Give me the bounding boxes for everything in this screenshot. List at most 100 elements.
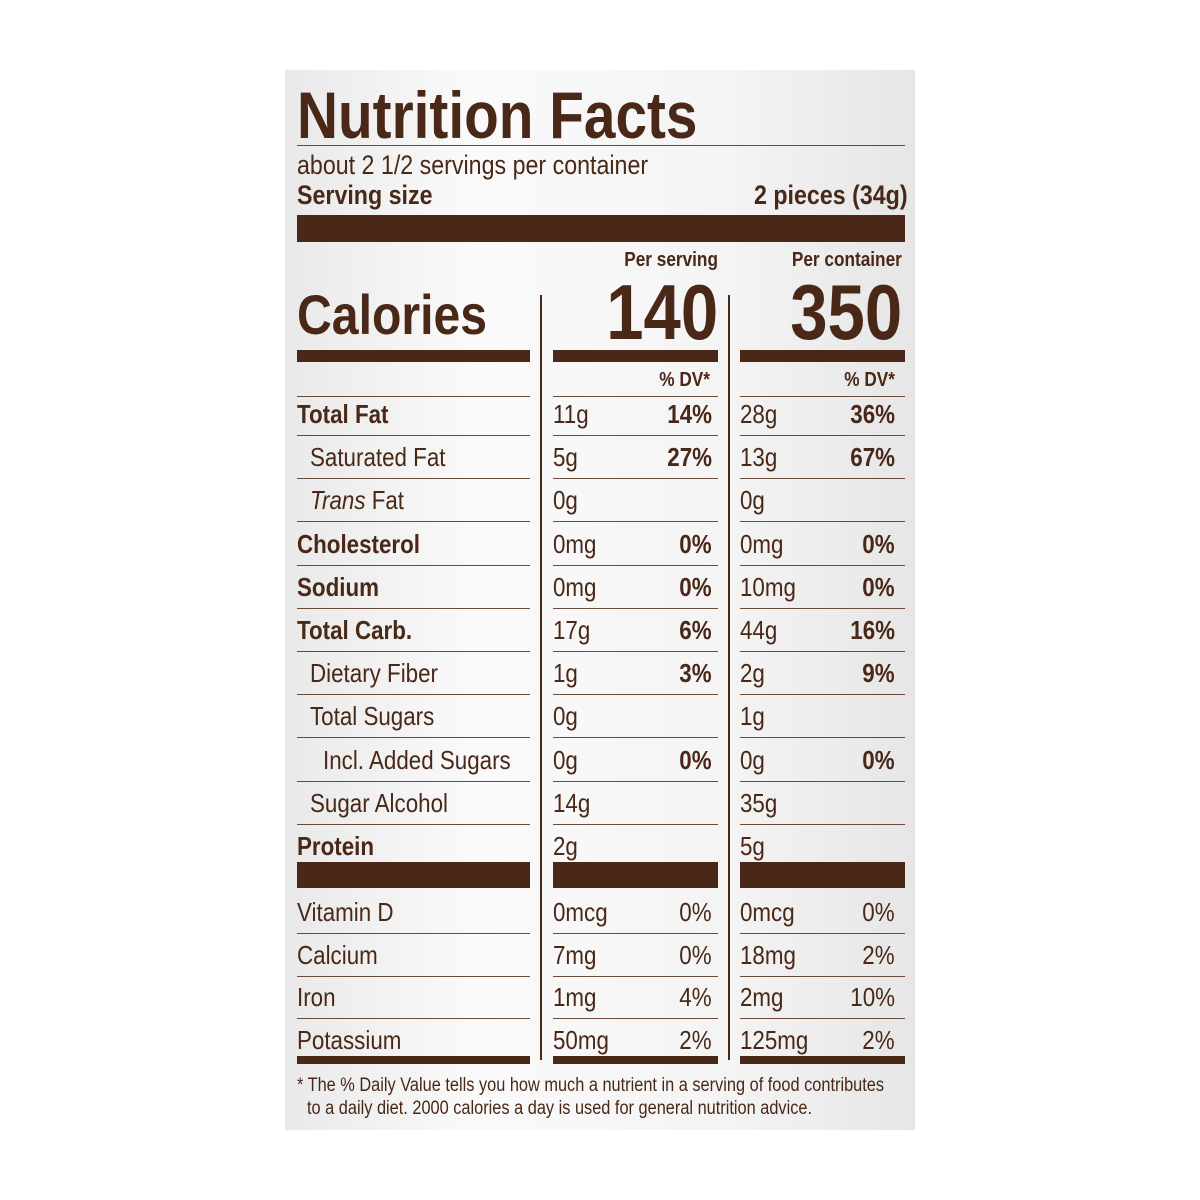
label-text: Potassium (297, 1025, 402, 1056)
rule (297, 694, 530, 696)
amount: 2g (553, 831, 578, 861)
amount: 0g (740, 485, 765, 516)
rule (553, 651, 718, 652)
amount: 35g (740, 787, 778, 818)
rule (740, 435, 905, 436)
amount: 1g (553, 658, 578, 689)
row-label: Vitamin D (297, 896, 394, 928)
row-label: Protein (297, 830, 374, 862)
rule (553, 478, 718, 480)
row-label: Sugar Alcohol (310, 787, 448, 819)
amount: 11g (553, 399, 589, 429)
label-text: Protein (297, 831, 375, 861)
label-text: Sugar Alcohol (310, 787, 448, 818)
label-text: Vitamin D (297, 897, 394, 927)
rule (297, 823, 530, 825)
amount: 0mcg (740, 897, 795, 927)
amount: 0mg (740, 528, 784, 559)
amount: 5g (740, 831, 765, 861)
row-label: Incl. Added Sugars (323, 744, 511, 776)
thick-bar (297, 350, 530, 362)
amount: 17g (553, 615, 591, 645)
thick-bar (297, 1056, 530, 1064)
row-label: Total Fat (297, 398, 389, 430)
rule (553, 564, 718, 566)
daily-value: 4% (679, 982, 712, 1013)
amount: 18mg (740, 939, 796, 970)
rule (740, 780, 905, 782)
amount: 50mg (553, 1025, 609, 1056)
row-label: Total Sugars (310, 700, 434, 732)
rule (740, 1018, 905, 1020)
daily-value: 0% (862, 744, 895, 775)
rule (553, 396, 718, 397)
amount: 2g (740, 658, 765, 689)
amount: 125mg (740, 1025, 809, 1056)
rule (740, 694, 905, 696)
amount: 0mcg (553, 897, 608, 927)
amount: 0mg (553, 571, 597, 602)
rule (740, 396, 905, 397)
rule (297, 145, 905, 146)
title: Nutrition Facts (297, 78, 698, 152)
daily-value: 0% (679, 528, 712, 559)
rule (740, 933, 905, 934)
rule (297, 933, 530, 934)
amount: 0g (740, 744, 765, 775)
rule (740, 607, 905, 609)
daily-value: 0% (862, 571, 895, 602)
amount: 2mg (740, 982, 784, 1013)
daily-value: 6% (679, 615, 712, 645)
rule (740, 823, 905, 825)
rule (297, 564, 530, 566)
amount: 1mg (553, 982, 597, 1013)
footnote: * The % Daily Value tells you how much a… (297, 1075, 885, 1096)
amount: 0g (553, 701, 578, 732)
serving-size: 2 pieces (34g) (754, 180, 908, 210)
daily-value: 0% (862, 528, 895, 559)
rule (553, 933, 718, 934)
row-label: Potassium (297, 1024, 401, 1056)
thick-bar (553, 862, 718, 888)
row-label: Dietary Fiber (310, 657, 438, 689)
rule (740, 478, 905, 480)
column-header: Per container (792, 249, 902, 271)
label-text: Calcium (297, 939, 378, 970)
rule (297, 1018, 530, 1020)
rule (740, 737, 905, 739)
rule (553, 435, 718, 436)
rule (553, 823, 718, 825)
thick-bar (297, 862, 530, 888)
rule (297, 607, 530, 609)
rule (297, 396, 530, 397)
thick-bar (553, 1056, 718, 1064)
rule (740, 651, 905, 652)
rule (297, 975, 530, 977)
thick-bar (740, 1056, 905, 1064)
amount: 44g (740, 615, 778, 645)
rule (553, 975, 718, 977)
label-text: Cholesterol (297, 528, 421, 559)
calories-value: 140 (606, 268, 718, 356)
label-text: Total Carb. (297, 615, 413, 645)
rule (553, 737, 718, 739)
rule (297, 521, 530, 523)
label-text: Incl. Added Sugars (323, 744, 511, 775)
calories-label: Calories (297, 283, 488, 346)
daily-value: 0% (679, 744, 712, 775)
row-label: Trans Fat (310, 484, 404, 516)
amount: 0g (553, 744, 578, 775)
rule (297, 737, 530, 739)
thick-bar (297, 215, 905, 242)
amount: 1g (740, 701, 765, 732)
divider (540, 295, 542, 1060)
daily-value: 2% (862, 939, 895, 970)
daily-value: 2% (679, 1025, 712, 1056)
label-text: Saturated Fat (310, 442, 446, 473)
daily-value: 2% (862, 1025, 895, 1056)
label-italic: Trans (310, 485, 366, 516)
serving-size-label: Serving size (297, 180, 433, 210)
daily-value: 67% (850, 442, 895, 473)
label-text: Iron (297, 982, 336, 1013)
